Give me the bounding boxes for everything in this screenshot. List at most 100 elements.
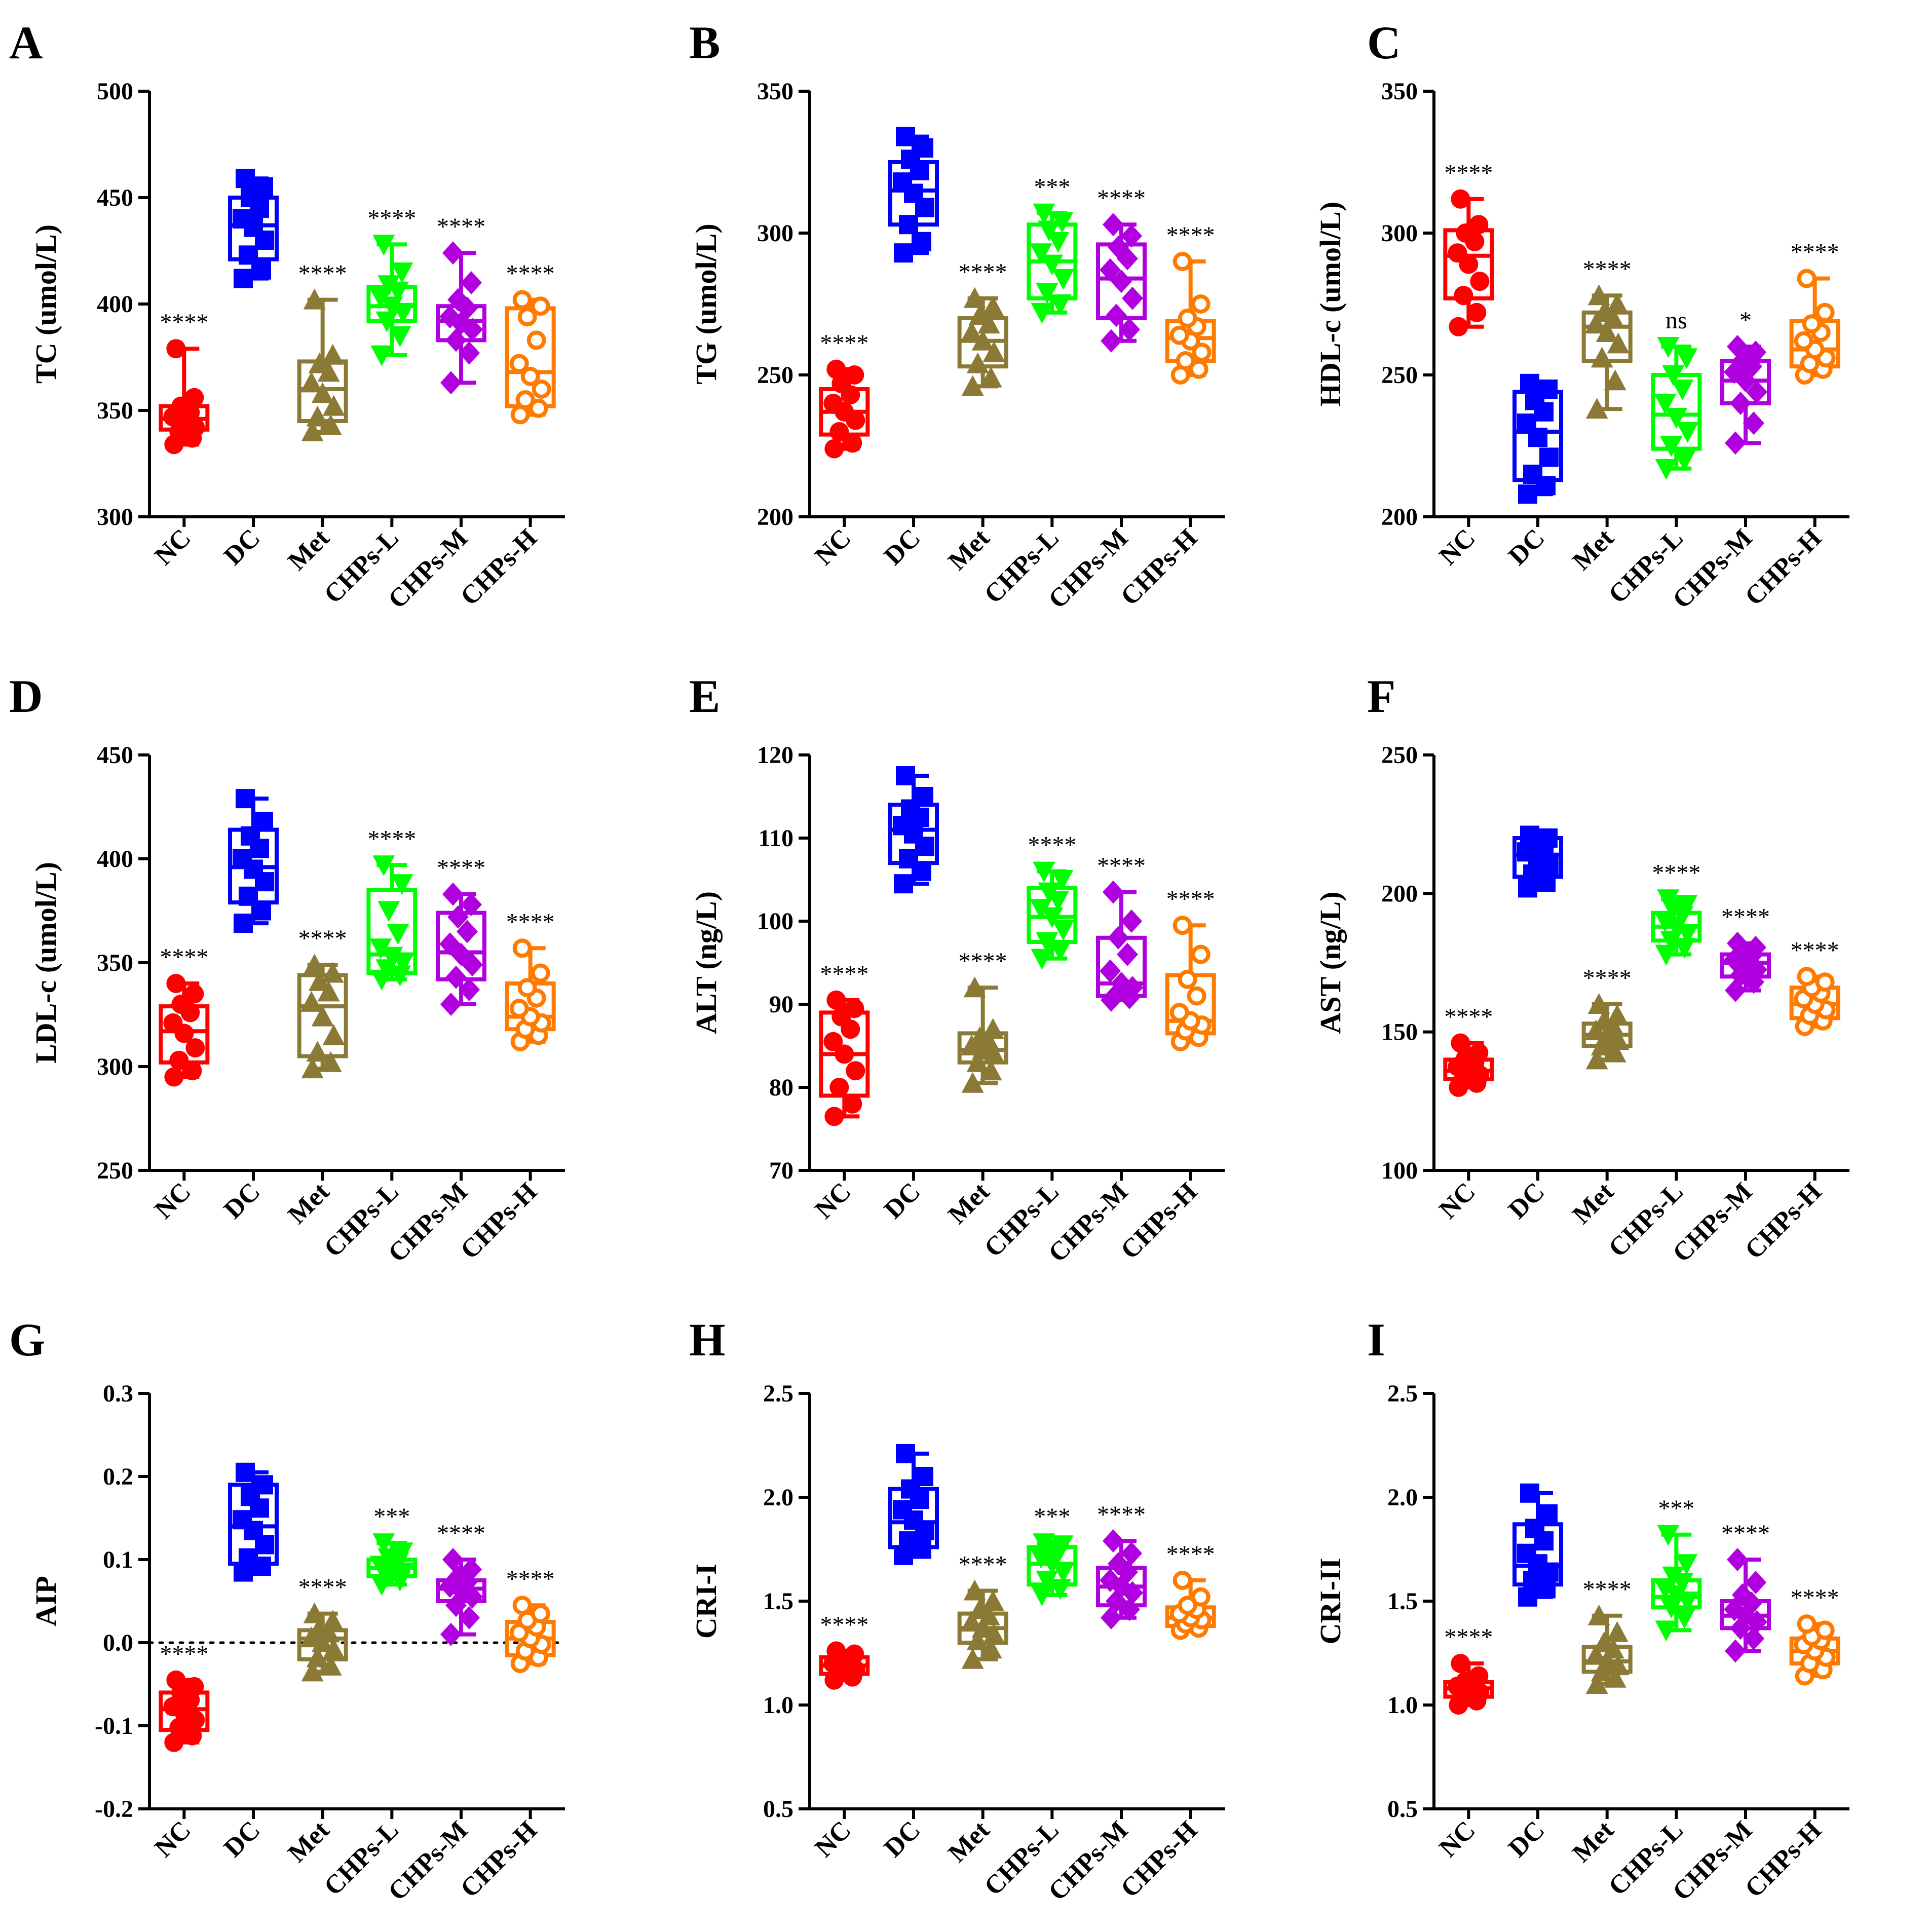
data-point — [512, 938, 532, 958]
data-point — [981, 295, 1004, 317]
data-point — [254, 177, 273, 197]
data-point — [899, 849, 918, 868]
data-point — [1033, 1533, 1055, 1555]
data-point — [966, 352, 989, 373]
data-point — [1673, 1608, 1696, 1629]
data-point — [1119, 318, 1140, 342]
data-point — [303, 954, 326, 975]
y-tick-label: 300 — [97, 1053, 133, 1080]
data-point — [1169, 325, 1189, 345]
series-nc: **** — [1443, 1624, 1494, 1715]
data-point — [1523, 864, 1542, 884]
data-point — [1585, 1673, 1608, 1694]
data-point — [1051, 870, 1074, 891]
data-point — [1103, 213, 1124, 237]
data-point — [461, 893, 482, 917]
significance-label: *** — [1034, 174, 1070, 201]
data-point — [1106, 304, 1127, 327]
series-chps-h: **** — [1789, 239, 1840, 385]
y-tick-label: 250 — [757, 362, 793, 389]
y-tick-label: 1.5 — [1387, 1588, 1418, 1615]
series-chps-m: **** — [1720, 1520, 1771, 1663]
data-point — [515, 390, 535, 409]
data-point — [1665, 408, 1688, 429]
data-point — [1469, 215, 1489, 235]
data-point — [528, 398, 548, 418]
data-point — [1607, 332, 1630, 354]
data-point — [532, 380, 551, 399]
data-point — [1470, 272, 1490, 291]
data-point — [1520, 1483, 1539, 1503]
data-point — [457, 920, 478, 943]
data-point — [1655, 459, 1678, 480]
significance-label: **** — [1652, 859, 1700, 886]
data-point — [1654, 912, 1677, 932]
x-tick-label-nc: NC — [1433, 523, 1481, 571]
data-point — [1178, 309, 1197, 328]
data-point — [1117, 942, 1138, 966]
data-point — [1103, 880, 1124, 904]
data-point — [166, 974, 186, 993]
significance-label: **** — [1444, 1004, 1493, 1031]
y-tick-label: 350 — [97, 950, 133, 976]
data-point — [301, 1660, 324, 1682]
data-point — [1031, 949, 1053, 970]
data-point — [1518, 1587, 1537, 1607]
series-met: **** — [957, 1551, 1008, 1669]
data-point — [392, 302, 414, 324]
data-point — [1538, 828, 1558, 848]
data-point — [442, 1548, 464, 1571]
series-chps-h: **** — [1789, 937, 1840, 1036]
data-point — [1675, 348, 1698, 369]
data-point — [1676, 924, 1699, 945]
significance-label: **** — [1791, 239, 1839, 266]
panel-letter: C — [1367, 17, 1401, 68]
data-point — [1178, 1596, 1197, 1615]
data-point — [306, 1646, 329, 1668]
data-point — [1100, 258, 1121, 282]
y-tick-label: 110 — [759, 825, 793, 852]
data-point — [509, 999, 529, 1018]
data-point — [369, 938, 392, 960]
data-point — [440, 993, 462, 1016]
data-point — [391, 1542, 413, 1564]
y-axis-label: TG (umol/L) — [690, 223, 723, 384]
data-point — [1602, 1638, 1624, 1659]
data-point — [1451, 1654, 1470, 1673]
data-point — [1111, 270, 1132, 293]
data-point — [1191, 294, 1211, 314]
data-point — [1049, 1579, 1072, 1600]
data-point — [968, 1026, 991, 1047]
y-tick-label: 100 — [1381, 1157, 1418, 1184]
data-point — [526, 330, 546, 350]
y-tick-label: 300 — [1381, 220, 1418, 247]
x-tick-label-nc: NC — [149, 1815, 196, 1863]
data-point — [912, 232, 931, 251]
significance-label: **** — [1721, 904, 1770, 931]
x-tick-label-chps-h: CHPs-H — [1115, 523, 1203, 611]
series-met: **** — [957, 259, 1008, 396]
y-axis-label: TC (umol/L) — [29, 224, 62, 384]
data-point — [961, 375, 984, 396]
data-point — [1673, 450, 1696, 471]
data-point — [461, 271, 482, 294]
data-point — [1033, 861, 1055, 883]
data-point — [1178, 969, 1197, 989]
x-tick-label-chps-h: CHPs-H — [1115, 1815, 1203, 1903]
data-point — [823, 1032, 843, 1051]
data-point — [447, 288, 469, 312]
y-tick-label: 200 — [757, 504, 793, 531]
data-point — [1518, 484, 1537, 504]
y-axis-label: ALT (ng/L) — [690, 891, 723, 1034]
data-point — [899, 215, 918, 235]
x-tick-label-nc: NC — [149, 1177, 196, 1224]
data-point — [1108, 926, 1129, 950]
data-point — [1671, 380, 1694, 400]
y-axis-label: HDL-c (umol/L) — [1314, 202, 1347, 406]
data-point — [442, 241, 464, 265]
significance-label: **** — [1166, 886, 1215, 913]
significance-label: **** — [959, 948, 1007, 975]
data-point — [1176, 351, 1195, 370]
